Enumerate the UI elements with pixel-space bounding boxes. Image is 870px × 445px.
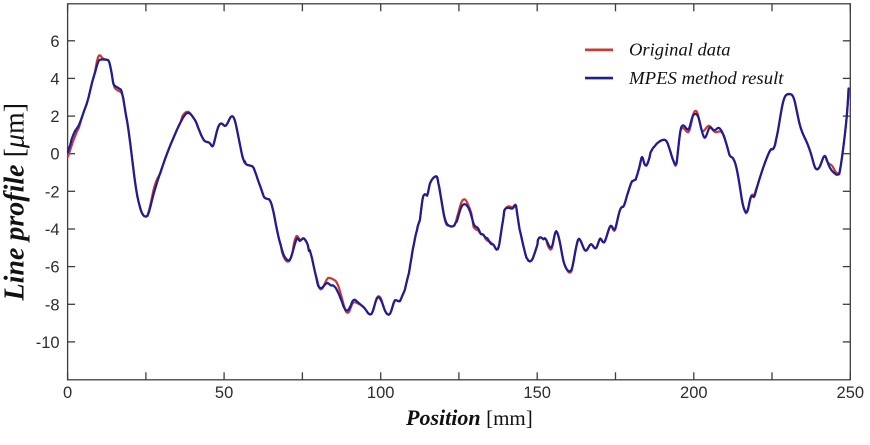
svg-text:-8: -8 bbox=[45, 296, 60, 314]
svg-text:-10: -10 bbox=[36, 334, 60, 352]
svg-text:-2: -2 bbox=[45, 183, 60, 201]
svg-text:150: 150 bbox=[523, 384, 551, 402]
svg-text:-4: -4 bbox=[45, 221, 60, 239]
svg-text:2: 2 bbox=[50, 108, 59, 126]
svg-text:0: 0 bbox=[50, 146, 59, 164]
svg-text:0: 0 bbox=[63, 384, 72, 402]
svg-text:100: 100 bbox=[367, 384, 395, 402]
svg-text:6: 6 bbox=[50, 33, 59, 51]
svg-text:250: 250 bbox=[837, 384, 865, 402]
svg-text:4: 4 bbox=[50, 70, 59, 88]
svg-text:Original data: Original data bbox=[629, 40, 731, 60]
svg-text:200: 200 bbox=[680, 384, 708, 402]
svg-text:-6: -6 bbox=[45, 259, 60, 277]
svg-text:Line profile [μm]: Line profile [μm] bbox=[0, 103, 31, 302]
svg-text:Position [mm]: Position [mm] bbox=[405, 405, 533, 430]
svg-text:MPES method result: MPES method result bbox=[628, 68, 785, 88]
svg-text:50: 50 bbox=[215, 384, 233, 402]
